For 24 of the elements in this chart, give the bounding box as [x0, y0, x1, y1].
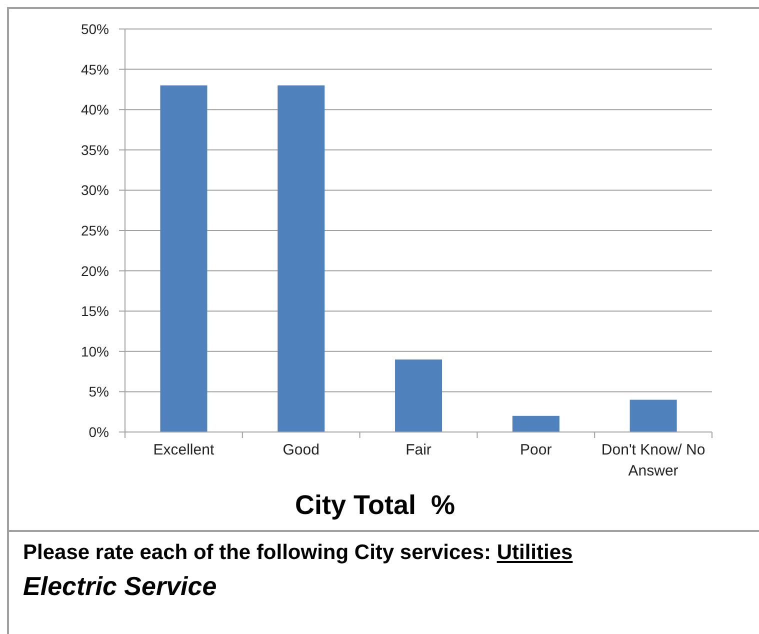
text: Electric Service — [23, 570, 217, 603]
y-tick-label: 5% — [88, 384, 109, 400]
text: Please rate each of the following City services: Utilities — [23, 541, 573, 564]
y-tick-label: 30% — [80, 182, 109, 198]
x-tick-label: Excellent — [153, 442, 215, 459]
bar — [395, 359, 442, 432]
x-tick-label: Don't Know/ No Answer — [601, 442, 706, 480]
y-tick-label: 40% — [80, 102, 109, 118]
bar — [630, 400, 677, 432]
bar — [160, 85, 208, 432]
y-tick-label: 35% — [80, 142, 109, 158]
y-tick-label: 0% — [88, 424, 109, 440]
y-tick-label: 50% — [80, 20, 109, 37]
y-tick-label: 10% — [80, 343, 109, 360]
y-tick-label: 25% — [80, 222, 109, 238]
bar — [512, 416, 560, 432]
x-tick-label: Good — [282, 442, 320, 459]
y-tick-label: 20% — [80, 262, 109, 279]
bar — [278, 85, 325, 432]
y-tick-label: 15% — [80, 303, 109, 320]
x-axis-title: City Total % — [294, 489, 455, 521]
y-tick-label: 45% — [80, 61, 109, 78]
x-tick-label: Poor — [520, 442, 552, 459]
x-tick-label: Fair — [406, 442, 432, 459]
